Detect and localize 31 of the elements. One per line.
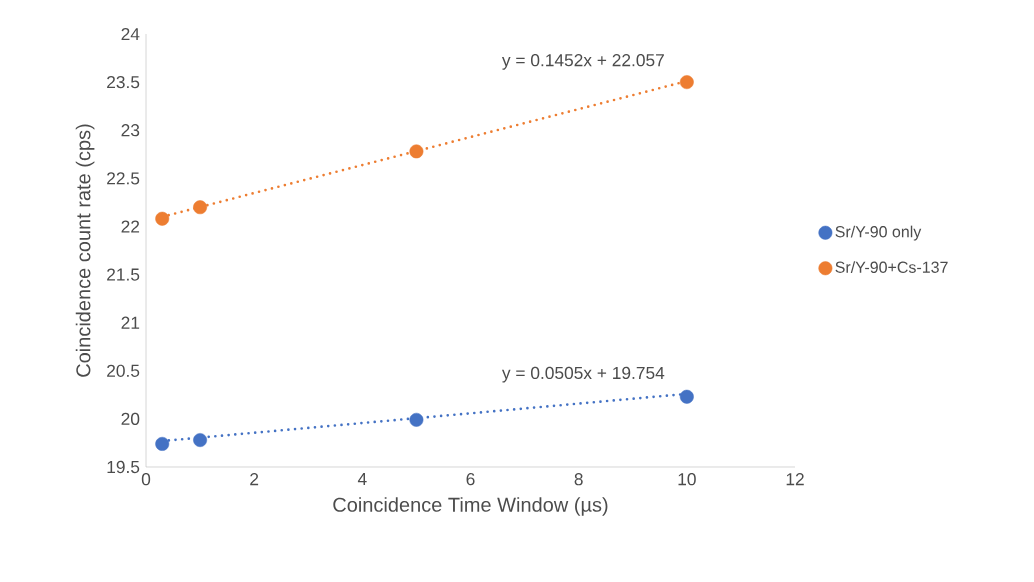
y-tick-label: 22.5 [107, 172, 140, 185]
y-tick-label: 24 [121, 27, 140, 41]
annotation: y = 0.1452x + 22.057 [501, 54, 664, 70]
x-tick-label: 2 [250, 473, 259, 486]
point [155, 436, 170, 451]
point [409, 412, 424, 427]
y-tick-label: 23.5 [107, 75, 140, 89]
x-tick-label: 10 [678, 473, 696, 486]
y-tick-label: 20.5 [107, 364, 140, 377]
point [409, 144, 424, 159]
x-tick-label: 0 [141, 473, 151, 486]
legend-label: Sr/Y-90 only [835, 225, 922, 241]
legend-label: Sr/Y-90+Cs-137 [835, 261, 948, 273]
y-axis-title: Coincidence count rate (cps) [75, 124, 95, 377]
y-tick-label: 21 [121, 316, 140, 329]
y-tick-label: 21.5 [107, 268, 140, 281]
y-tick-label: 22 [121, 220, 140, 233]
point [155, 211, 170, 226]
y-tick-label: 23 [121, 124, 140, 137]
x-tick-label: 4 [357, 473, 367, 485]
point [193, 200, 208, 215]
point [679, 75, 694, 90]
x-tick-label: 6 [466, 473, 475, 486]
annotation: y = 0.0505x + 19.754 [501, 366, 665, 383]
y-tick-label: 20 [121, 412, 140, 426]
x-tick-label: 8 [574, 473, 583, 486]
point [193, 433, 208, 447]
x-axis-title: Coincidence Time Window (µs) [333, 497, 608, 516]
y-tick-label: 19.5 [107, 460, 140, 474]
point [679, 389, 694, 404]
x-tick-label: 12 [786, 473, 804, 486]
